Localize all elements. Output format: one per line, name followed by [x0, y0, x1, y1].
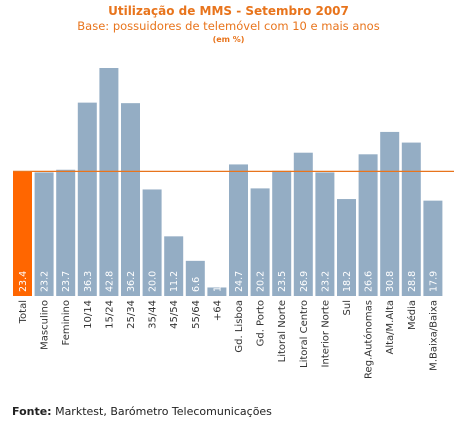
category-label: Litoral Centro: [299, 300, 310, 368]
bar: [99, 68, 118, 296]
value-label: 20.2: [256, 271, 267, 292]
category-label: Gd. Lisboa: [234, 300, 245, 353]
bar: [78, 103, 97, 296]
category-label: 45/54: [169, 300, 180, 329]
value-label: 26.9: [299, 271, 310, 292]
category-label: M.Baixa/Baixa: [428, 300, 439, 371]
category-label: Interior Norte: [320, 300, 331, 367]
value-label: 17.9: [428, 271, 439, 292]
category-label: Alta/M.Alta: [385, 300, 396, 355]
category-label: 55/64: [191, 300, 202, 329]
value-label: 23.5: [277, 271, 288, 292]
source-prefix: Fonte:: [12, 405, 52, 418]
value-label: 20.0: [148, 271, 159, 292]
value-label: 36.2: [126, 271, 137, 292]
source-text: Marktest, Barómetro Telecomunicações: [52, 405, 272, 418]
bar-chart: 23.4 Total 23.2 Masculino 23.7 Feminino 36.3 10…: [0, 0, 457, 400]
value-label: 42.8: [104, 271, 115, 292]
value-label: 23.2: [40, 271, 51, 292]
category-label: Reg.Autónomas: [363, 300, 375, 379]
value-label: 28.8: [407, 271, 418, 292]
category-label: 25/34: [126, 300, 137, 329]
bar: [121, 103, 140, 296]
category-label: +64: [212, 300, 223, 321]
value-label: 6.6: [191, 277, 202, 292]
value-label: 23.7: [61, 271, 72, 292]
category-label: Média: [406, 300, 418, 330]
category-label: Masculino: [40, 300, 51, 350]
value-label: 18.2: [342, 271, 353, 292]
category-label: Sul: [342, 300, 353, 315]
value-label: 11.2: [169, 271, 180, 292]
category-label: Gd. Porto: [256, 300, 267, 346]
category-label: 35/44: [148, 300, 159, 329]
source-note: Fonte: Marktest, Barómetro Telecomunicaç…: [12, 405, 272, 418]
category-label: Feminino: [61, 300, 72, 345]
value-label: 30.8: [385, 271, 396, 292]
value-label: 26.6: [364, 271, 375, 292]
value-label: 23.4: [18, 271, 29, 292]
category-label: Litoral Norte: [277, 300, 288, 362]
value-label: 36.3: [83, 271, 94, 292]
category-label: Total: [18, 300, 29, 324]
category-label: 10/14: [83, 300, 94, 329]
category-label: 15/24: [104, 300, 115, 329]
value-label: 23.2: [320, 271, 331, 292]
value-label: 1.6: [212, 277, 223, 292]
value-label: 24.7: [234, 271, 245, 292]
